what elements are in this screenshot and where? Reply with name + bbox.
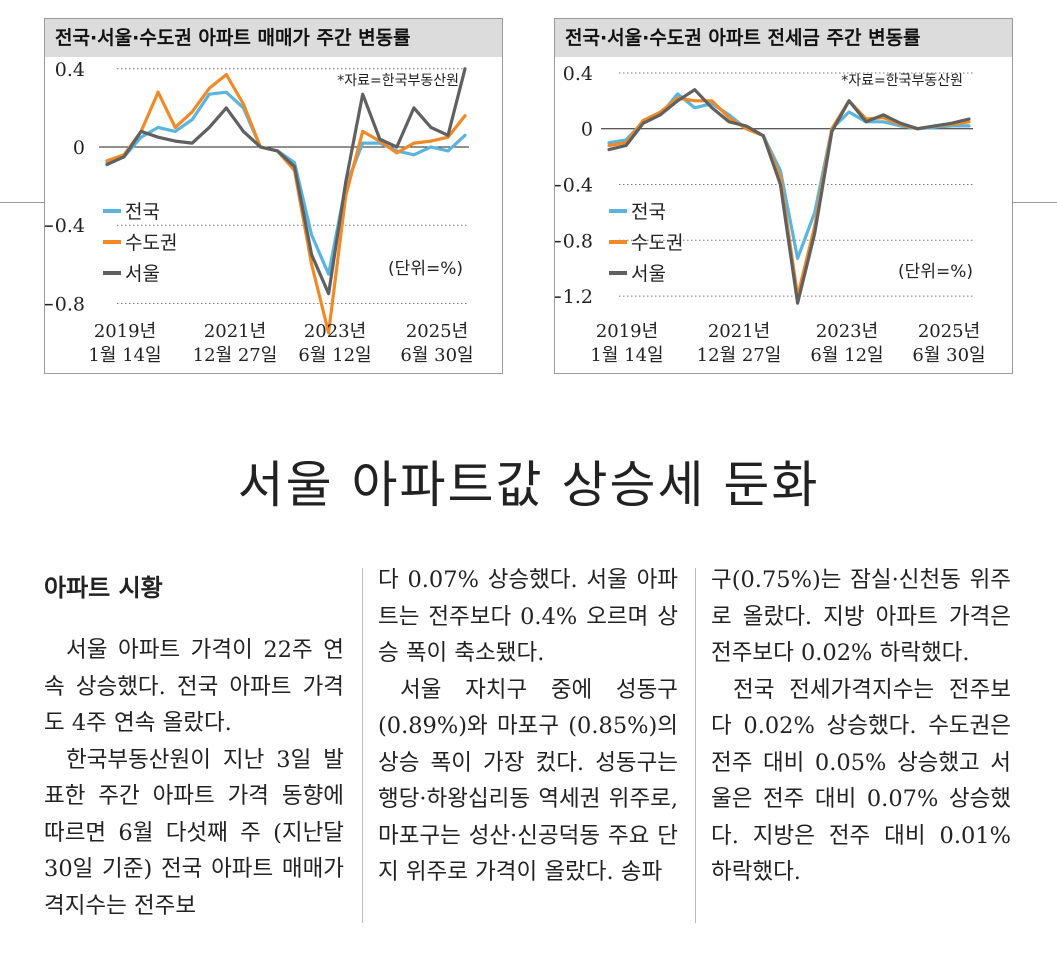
x-tick-year: 2019년 <box>94 321 156 342</box>
article-column-1: 아파트 시황 서울 아파트 가격이 22주 연속 상승했다. 전국 아파트 가격… <box>44 562 344 924</box>
paragraph: 구(0.75%)는 잠실·신천동 위주로 올랐다. 지방 아파트 가격은 전주보… <box>711 567 1011 666</box>
source-note: *자료=한국부동산원 <box>841 73 963 89</box>
divider-right <box>1013 202 1057 203</box>
y-tick-label: 0.4 <box>563 63 593 85</box>
y-tick-label: 0.4 <box>55 59 85 81</box>
legend-label: 서울 <box>125 263 160 285</box>
article-column-3: 구(0.75%)는 잠실·신천동 위주로 올랐다. 지방 아파트 가격은 전주보… <box>711 562 1011 891</box>
legend-label: 수도권 <box>125 232 177 254</box>
legend-label: 전국 <box>125 201 160 223</box>
x-tick-date: 6월 12일 <box>810 345 883 366</box>
y-tick-label: −0.8 <box>555 230 593 252</box>
legend-label: 서울 <box>631 263 666 285</box>
source-note: *자료=한국부동산원 <box>337 73 459 89</box>
x-tick-date: 6월 30일 <box>400 345 473 366</box>
paragraph: 한국부동산원이 지난 3일 발표한 주간 아파트 가격 동향에 따르면 6월 다… <box>44 746 344 919</box>
legend-label: 수도권 <box>631 232 683 254</box>
x-tick-year: 2023년 <box>816 321 878 342</box>
x-tick-date: 12월 27일 <box>193 345 278 366</box>
column-divider <box>362 568 363 923</box>
x-tick-date: 1월 14일 <box>590 345 663 366</box>
y-tick-label: 0 <box>581 119 593 141</box>
chart-title: 전국·서울·수도권 아파트 전세금 주간 변동률 <box>555 19 1012 57</box>
unit-label: (단위=%) <box>898 262 973 282</box>
divider-left <box>0 202 44 203</box>
x-tick-date: 1월 14일 <box>88 345 161 366</box>
chart-title: 전국·서울·수도권 아파트 매매가 주간 변동률 <box>45 19 502 57</box>
jeonse-price-chart: 전국·서울·수도권 아파트 전세금 주간 변동률 0.4 0 −0.4 −0.8 −1.… <box>554 18 1013 374</box>
x-tick-year: 2023년 <box>304 321 366 342</box>
x-tick-date: 12월 27일 <box>697 345 782 366</box>
y-tick-label: −0.8 <box>45 293 85 315</box>
legend-label: 전국 <box>631 201 666 223</box>
series-line-3 <box>105 67 467 296</box>
paragraph: 서울 아파트 가격이 22주 연속 상승했다. 전국 아파트 가격도 4주 연속… <box>44 637 344 736</box>
x-tick-date: 6월 30일 <box>912 345 985 366</box>
paragraph: 다 0.07% 상승했다. 서울 아파트는 전주보다 0.4% 오르며 상승 폭… <box>378 567 678 666</box>
series-line-3 <box>607 88 971 305</box>
article-column-2: 다 0.07% 상승했다. 서울 아파트는 전주보다 0.4% 오르며 상승 폭… <box>378 562 678 891</box>
y-tick-label: 0 <box>73 137 85 159</box>
column-divider <box>695 568 696 923</box>
x-tick-date: 6월 12일 <box>298 345 371 366</box>
y-tick-label: −0.4 <box>555 175 593 197</box>
unit-label: (단위=%) <box>388 259 463 279</box>
x-tick-year: 2025년 <box>918 321 980 342</box>
paragraph: 서울 자치구 중에 성동구 (0.89%)와 마포구 (0.85%)의 상승 폭… <box>378 676 678 886</box>
paragraph: 전국 전세가격지수는 전주보다 0.02% 상승했다. 수도권은 전주 대비 0… <box>711 676 1011 886</box>
y-tick-label: −1.2 <box>555 286 593 308</box>
article-headline: 서울 아파트값 상승세 둔화 <box>237 456 820 514</box>
x-tick-year: 2025년 <box>406 321 468 342</box>
x-tick-year: 2021년 <box>708 321 770 342</box>
y-tick-label: −0.4 <box>45 215 85 237</box>
x-tick-year: 2019년 <box>596 321 658 342</box>
section-heading: 아파트 시황 <box>44 574 163 602</box>
x-tick-year: 2021년 <box>204 321 266 342</box>
sale-price-chart: 전국·서울·수도권 아파트 매매가 주간 변동률 0.4 0 −0.4 −0.8 *자료… <box>44 18 503 374</box>
